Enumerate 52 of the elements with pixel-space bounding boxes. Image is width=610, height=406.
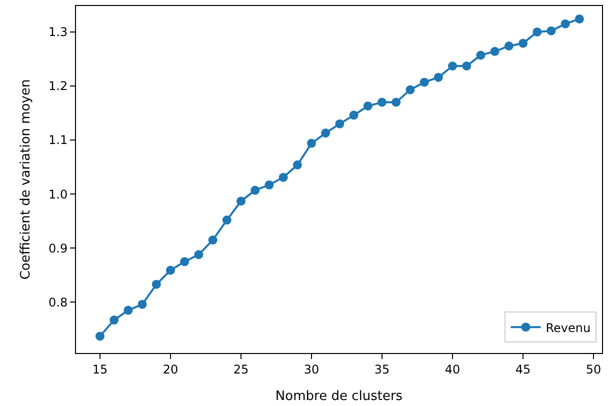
x-tick-label: 40 bbox=[444, 362, 460, 376]
point bbox=[138, 300, 147, 309]
y-tick-label: 1.0 bbox=[48, 187, 68, 202]
point bbox=[574, 14, 584, 24]
x-tick-label: 35 bbox=[374, 362, 390, 376]
point bbox=[208, 236, 218, 245]
point bbox=[349, 110, 358, 120]
point bbox=[406, 85, 415, 94]
x-tick-label: 50 bbox=[586, 362, 602, 376]
point bbox=[292, 160, 302, 170]
point bbox=[110, 316, 119, 325]
point bbox=[236, 196, 246, 206]
point bbox=[180, 257, 190, 266]
x-tick-label: 45 bbox=[515, 362, 531, 376]
point bbox=[560, 19, 570, 28]
point bbox=[476, 50, 486, 60]
y-tick-label: 0.8 bbox=[48, 295, 68, 310]
point bbox=[278, 172, 288, 182]
point bbox=[420, 78, 429, 87]
point bbox=[546, 26, 556, 36]
y-tick-label: 1.2 bbox=[48, 79, 68, 94]
x-tick-label: 30 bbox=[304, 362, 320, 376]
point bbox=[250, 186, 260, 195]
point bbox=[307, 138, 316, 148]
point bbox=[504, 42, 514, 50]
point bbox=[194, 250, 204, 260]
point bbox=[124, 306, 133, 315]
x-axis-title: Nombre de clusters bbox=[275, 389, 403, 404]
point bbox=[532, 27, 542, 36]
point bbox=[448, 62, 458, 70]
point bbox=[166, 266, 175, 275]
point bbox=[378, 98, 387, 107]
point bbox=[264, 180, 274, 190]
point bbox=[363, 101, 372, 110]
point bbox=[490, 46, 500, 56]
point bbox=[335, 119, 344, 128]
x-tick-label: 15 bbox=[92, 362, 108, 376]
point bbox=[321, 128, 330, 138]
y-tick-label: 1.1 bbox=[48, 133, 68, 148]
x-tick-label: 20 bbox=[162, 362, 178, 376]
point bbox=[518, 38, 528, 48]
point bbox=[222, 216, 232, 225]
x-tick-label: 25 bbox=[233, 362, 249, 376]
y-tick-label: 0.9 bbox=[48, 241, 68, 256]
point bbox=[392, 98, 401, 107]
point bbox=[462, 62, 472, 70]
y-tick-label: 1.3 bbox=[48, 25, 68, 40]
legend-label: Revenu bbox=[546, 320, 591, 335]
point bbox=[152, 280, 161, 289]
y-axis-title: Coefficient de variation moyen bbox=[18, 79, 34, 280]
point bbox=[95, 332, 104, 341]
point bbox=[434, 72, 443, 82]
